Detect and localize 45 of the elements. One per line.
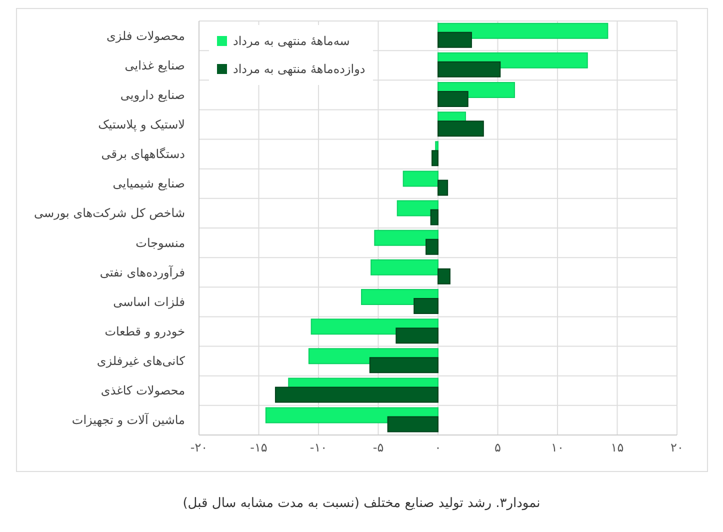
bar <box>438 120 484 137</box>
bar <box>438 268 450 284</box>
bar <box>426 238 438 255</box>
y-tick-label: محصولات کاغذی <box>100 384 185 398</box>
bar <box>396 328 438 344</box>
y-tick-label: شاخص کل شرکت‌های بورسی <box>34 206 185 220</box>
x-tick-label: -۱۰ <box>310 440 328 455</box>
x-tick-label: ۰ <box>434 440 442 455</box>
legend-label: دوازده‌ماههٔ منتهی به مرداد <box>233 62 366 76</box>
y-tick-label: منسوجات <box>136 236 185 250</box>
x-tick-label: -۱۵ <box>250 440 268 455</box>
x-tick-label: ۵ <box>494 440 501 455</box>
y-tick-label: صنایع شیمیایی <box>112 176 185 191</box>
bar <box>430 209 438 226</box>
y-tick-label: خودرو و قطعات <box>104 324 185 338</box>
y-tick-label: لاستیک و پلاستیک <box>98 118 185 132</box>
bar <box>396 200 438 216</box>
x-tick-label: ۲۰ <box>670 440 684 455</box>
bar <box>370 259 438 276</box>
bar <box>438 91 468 108</box>
x-tick-label: ۱۰ <box>551 440 564 455</box>
text: نمودار۳. رشد تولید صنایع مختلف (نسبت به مدت مشابه سال قبل) <box>182 496 542 511</box>
y-tick-label: دستگاههای برقی <box>101 147 185 162</box>
y-tick-label: صنایع دارویی <box>120 88 185 102</box>
x-tick-label: -۲۰ <box>190 440 208 455</box>
bar <box>274 386 438 403</box>
bar <box>432 150 438 166</box>
bar <box>414 298 438 314</box>
bar <box>438 22 608 39</box>
bar <box>387 416 438 432</box>
x-tick-label: -۵ <box>372 440 384 455</box>
y-tick-label: صنایع غذایی <box>124 58 185 72</box>
y-tick-label: کانی‌های غیرفلزی <box>96 354 186 368</box>
bar <box>402 170 438 187</box>
y-tick-label: فلزات اساسی <box>113 294 185 309</box>
bar <box>438 180 448 196</box>
y-tick-label: فرآورده‌های نفتی <box>100 264 185 280</box>
y-tick-label: ماشین آلات و تجهیزات <box>72 412 185 428</box>
legend-label: سه‌ماههٔ منتهی به مرداد <box>233 34 350 48</box>
bar <box>374 230 438 246</box>
x-tick-label: ۱۵ <box>610 440 624 455</box>
bar <box>369 357 438 374</box>
bar <box>438 61 501 78</box>
bar <box>438 32 472 48</box>
y-tick-label: محصولات فلزی <box>106 28 185 43</box>
